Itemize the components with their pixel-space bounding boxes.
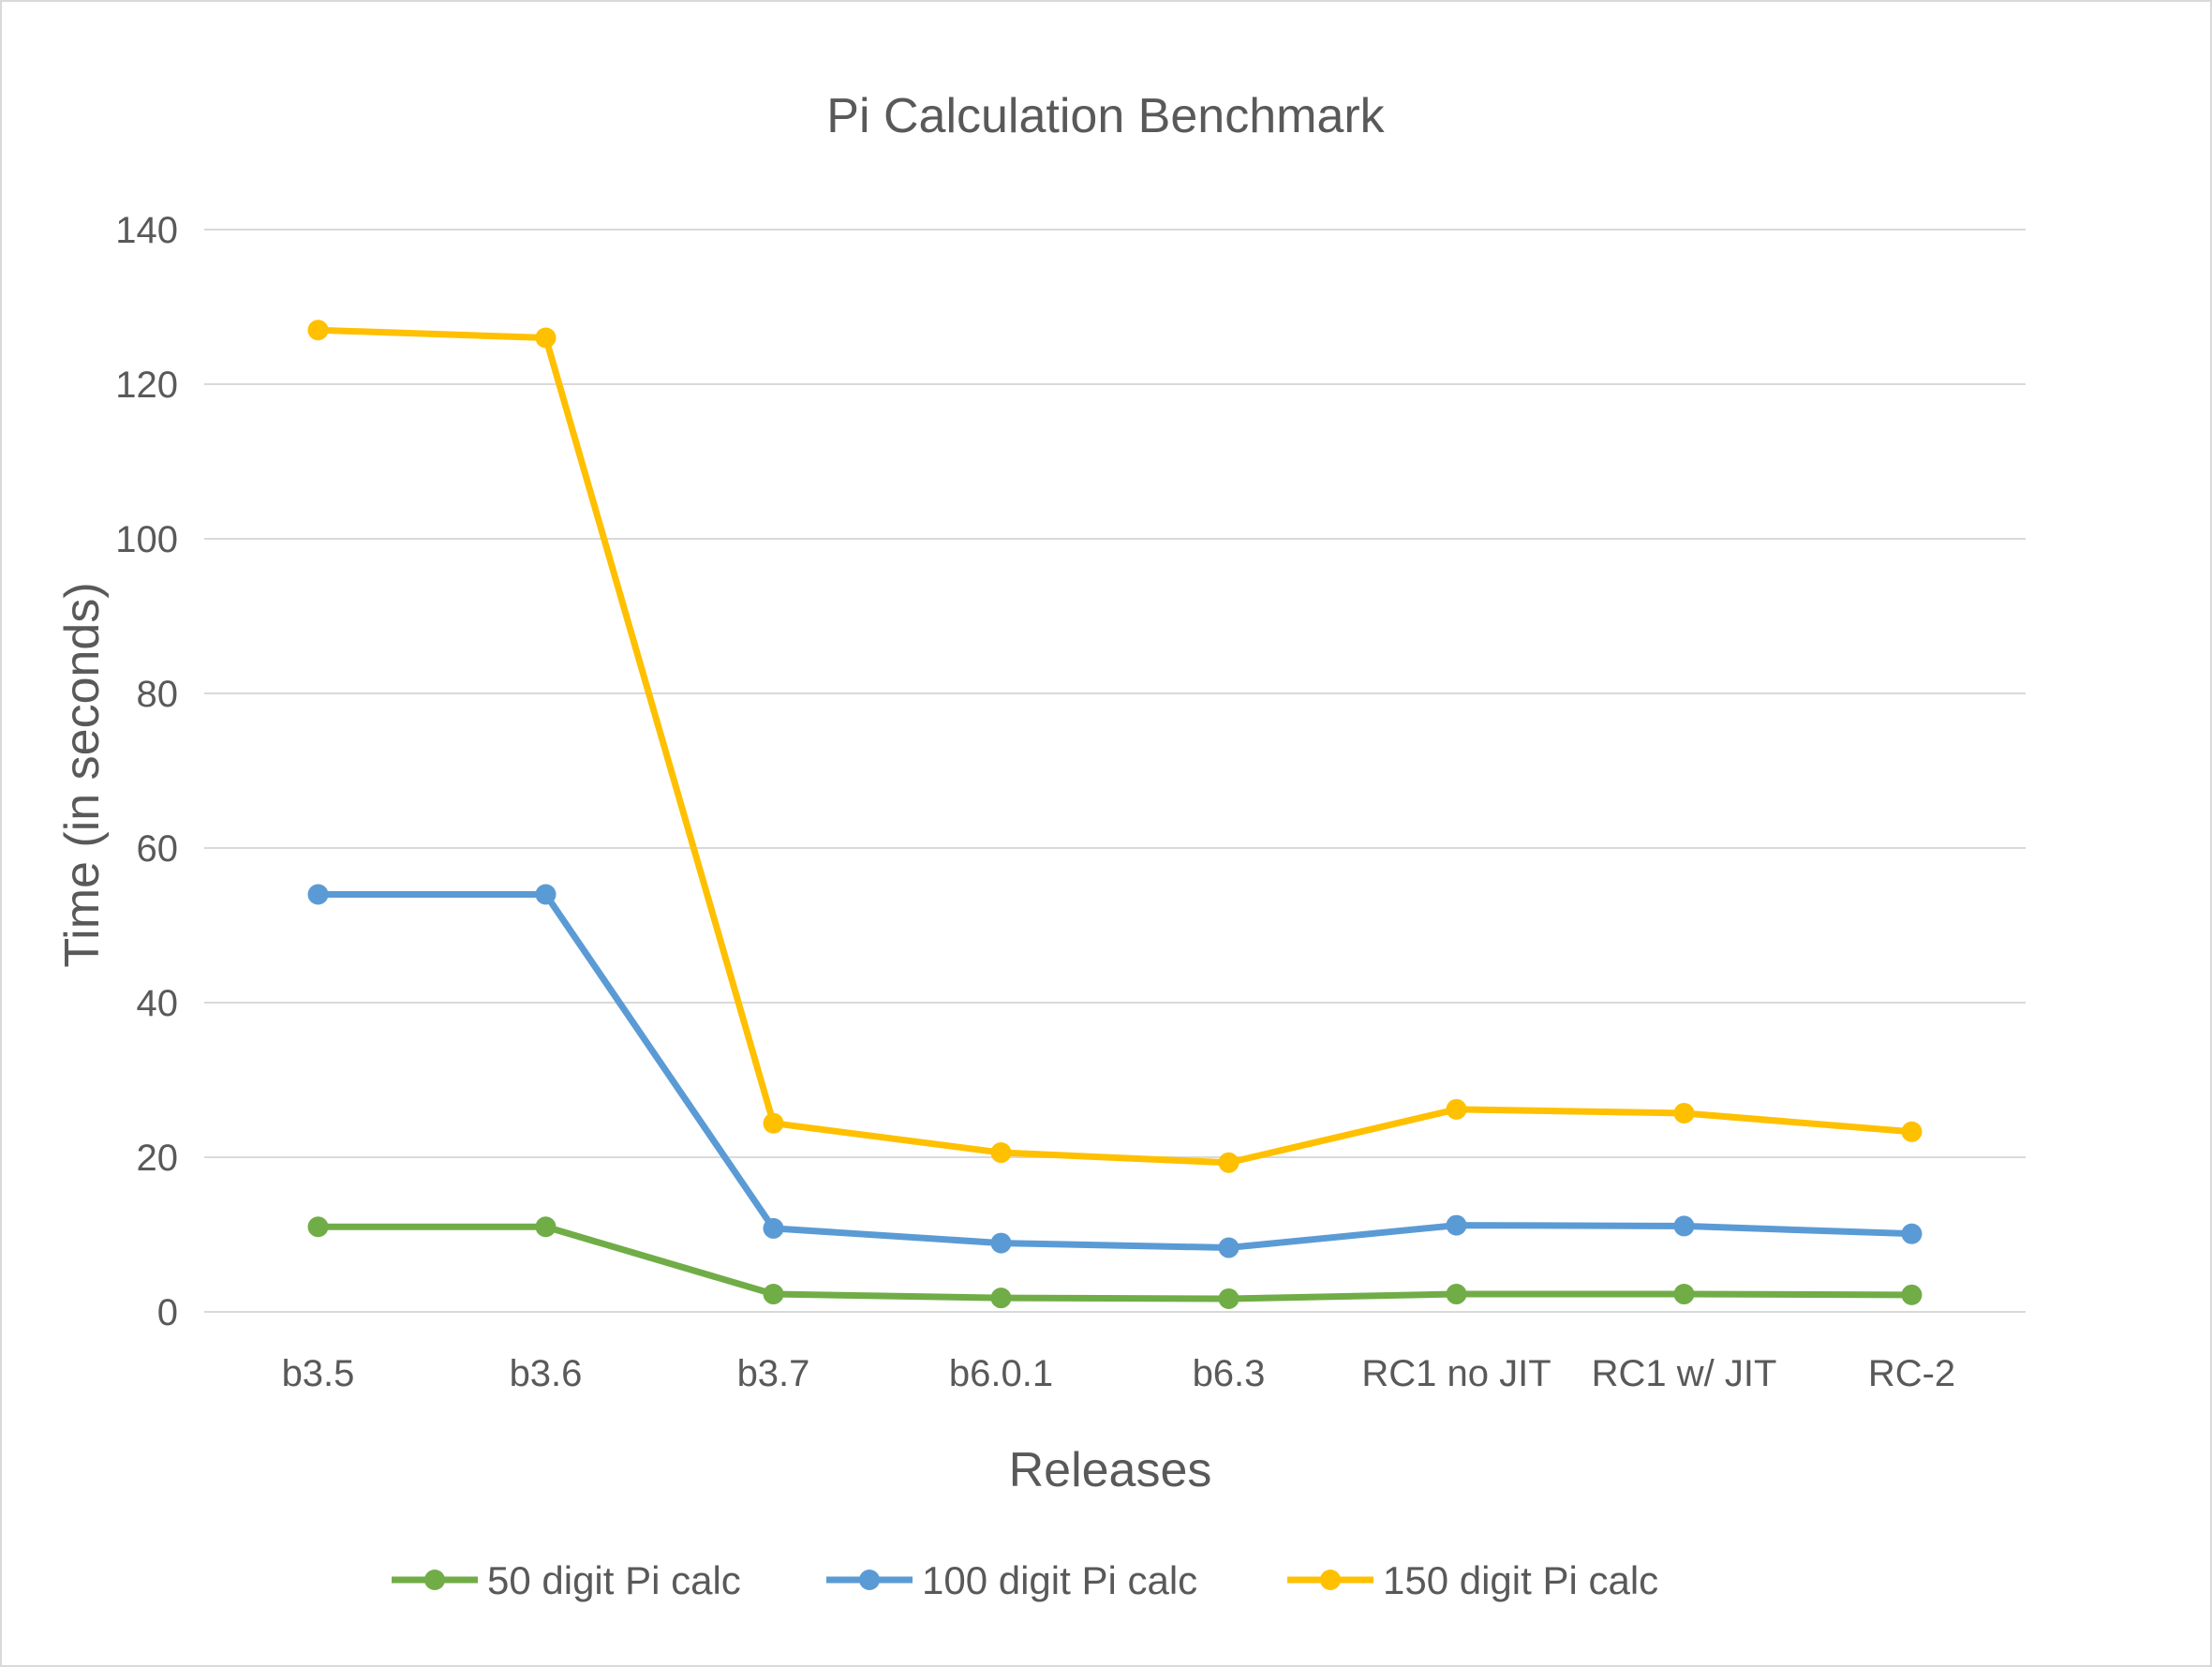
y-tick-label: 140	[115, 210, 178, 251]
data-point	[990, 1232, 1012, 1254]
y-tick-label: 40	[137, 983, 179, 1024]
data-point	[1218, 1152, 1240, 1173]
gridlines	[204, 229, 2026, 1313]
data-point	[307, 1216, 329, 1238]
data-point	[1218, 1287, 1240, 1309]
y-tick-label: 100	[115, 519, 178, 560]
series-line	[315, 891, 1915, 1252]
legend-item: 100 digit Pi calc	[826, 1558, 1197, 1602]
y-tick-label: 120	[115, 365, 178, 406]
x-tick-label: b6.0.1	[949, 1353, 1053, 1394]
y-axis-tick-labels: 0 20 40 60 80 100 120 140	[115, 210, 178, 1333]
y-tick-label: 60	[137, 828, 179, 870]
legend-swatch-marker	[859, 1570, 880, 1590]
legend-label: 50 digit Pi calc	[487, 1558, 741, 1602]
legend-label: 100 digit Pi calc	[922, 1558, 1197, 1602]
data-point	[1673, 1215, 1695, 1237]
x-axis-tick-labels: b3.5 b3.6 b3.7 b6.0.1 b6.3 RC1 no JIT RC1 w/ J…	[282, 1353, 1956, 1394]
legend: 50 digit Pi calc 100 digit Pi calc 150 dig…	[392, 1558, 1658, 1602]
series-3	[307, 320, 1923, 1173]
x-tick-label: b3.6	[510, 1353, 583, 1394]
data-point	[535, 1216, 557, 1238]
series-1	[307, 1216, 1923, 1309]
series-line	[315, 326, 1915, 1167]
x-tick-label: RC1 no JIT	[1361, 1353, 1551, 1394]
x-axis-title: Releases	[1009, 1443, 1212, 1497]
legend-label: 150 digit Pi calc	[1383, 1558, 1658, 1602]
legend-swatch-marker	[424, 1570, 445, 1590]
chart-title: Pi Calculation Benchmark	[826, 89, 1385, 143]
y-axis-title: Time (in seconds)	[55, 582, 110, 967]
data-point	[1673, 1284, 1695, 1305]
x-tick-label: RC-2	[1868, 1353, 1955, 1394]
y-tick-label: 20	[137, 1138, 179, 1179]
x-tick-label: RC1 w/ JIT	[1592, 1353, 1777, 1394]
data-point	[1446, 1284, 1467, 1305]
data-point	[1673, 1102, 1695, 1124]
data-point	[307, 320, 329, 341]
data-point	[990, 1142, 1012, 1164]
legend-swatch-marker	[1320, 1570, 1341, 1590]
data-point	[763, 1112, 784, 1134]
data-point	[535, 327, 557, 349]
data-point	[307, 884, 329, 905]
y-tick-label: 0	[157, 1292, 178, 1333]
data-point	[1901, 1121, 1923, 1142]
data-point	[1901, 1284, 1923, 1305]
data-point	[1446, 1214, 1467, 1236]
x-tick-label: b6.3	[1193, 1353, 1266, 1394]
series-line	[315, 1223, 1915, 1302]
legend-item: 50 digit Pi calc	[392, 1558, 741, 1602]
data-point	[535, 884, 557, 905]
y-tick-label: 80	[137, 674, 179, 715]
data-point	[1218, 1237, 1240, 1258]
data-point	[990, 1287, 1012, 1309]
data-point	[1446, 1098, 1467, 1120]
data-point	[1901, 1223, 1923, 1244]
x-tick-label: b3.7	[737, 1353, 810, 1394]
data-point	[763, 1284, 784, 1305]
x-tick-label: b3.5	[282, 1353, 355, 1394]
data-point	[763, 1217, 784, 1239]
series-2	[307, 884, 1923, 1258]
legend-item: 150 digit Pi calc	[1287, 1558, 1658, 1602]
series-layer	[307, 320, 1923, 1309]
